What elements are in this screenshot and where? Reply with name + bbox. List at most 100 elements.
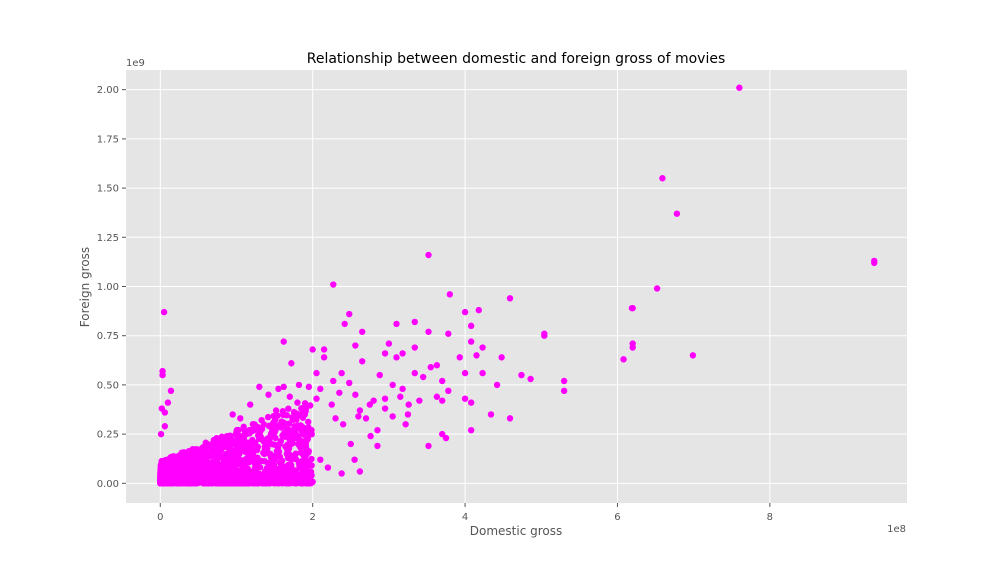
x-axis-label: Domestic gross [470,524,563,538]
y-tick-label: 2.00 [97,85,119,96]
data-point [242,465,249,472]
data-point [178,469,186,477]
data-point [277,437,285,445]
data-point [283,480,290,487]
data-point [305,383,313,391]
data-point [479,369,486,377]
data-point [301,403,309,410]
data-point [376,371,383,379]
data-point [324,464,332,471]
data-point [279,432,286,439]
data-point [405,401,412,408]
data-point [202,459,209,466]
y-tick-label: 0.25 [97,430,119,441]
data-point [213,460,221,467]
data-point [445,387,452,395]
data-point [328,401,335,408]
x-axis-offset-label: 1e8 [887,524,906,535]
data-point [339,421,347,428]
data-point [207,453,215,460]
data-point [217,474,224,481]
data-point [338,369,345,377]
data-point [518,371,525,379]
data-point [308,455,315,463]
data-point [271,452,278,460]
data-point [341,320,348,328]
x-tick-label: 8 [767,512,773,523]
data-point [164,472,171,479]
x-tick-label: 6 [614,512,620,523]
data-point [277,424,285,431]
data-point [320,354,328,361]
data-point [235,426,242,434]
data-point [280,383,287,391]
data-point [467,322,475,330]
data-point [446,291,454,298]
data-point [439,430,446,438]
data-point [276,473,283,481]
data-point [196,478,203,486]
data-point [305,418,312,426]
data-point [332,415,339,422]
data-point [275,448,283,455]
data-point [356,468,364,475]
data-point [313,395,320,402]
data-point [397,393,404,400]
data-point [219,437,226,445]
data-point [628,304,636,312]
data-point [283,411,290,419]
data-point [296,464,304,471]
data-point [159,371,166,379]
data-point [161,409,169,416]
data-point [272,407,280,414]
data-point [238,446,246,454]
data-point [298,480,305,487]
data-point [212,444,219,452]
data-point [433,393,441,400]
data-point [389,413,396,420]
data-point [234,431,242,439]
data-point [291,424,299,431]
data-point [467,338,475,345]
data-point [228,480,236,487]
data-point [871,259,878,267]
data-point [288,360,295,367]
data-point [272,434,279,442]
data-point [158,460,166,467]
data-point [292,455,300,463]
data-point [330,377,337,385]
data-point [249,474,257,481]
data-point [251,421,258,428]
data-point [346,379,353,387]
data-point [393,320,400,328]
data-point [425,442,432,450]
data-point [292,430,299,437]
data-point [399,385,406,393]
data-point [227,448,234,456]
data-point [374,442,381,450]
y-axis-label: Foreign gross [78,247,92,327]
data-point [275,385,282,393]
data-point [629,344,636,351]
data-point [202,444,210,451]
data-point [256,383,263,391]
data-point [233,448,241,455]
data-point [461,395,469,402]
data-point [317,456,324,463]
data-point [411,344,418,351]
data-point [288,440,295,448]
data-point [427,363,434,371]
data-point [404,411,412,418]
data-point [299,409,307,416]
data-point [653,285,661,292]
data-point [461,369,469,377]
x-tick-label: 4 [462,512,468,523]
data-point [381,395,389,402]
data-point [157,430,165,438]
data-point [261,458,268,465]
data-point [456,354,463,361]
data-point [266,472,274,479]
data-point [309,346,316,353]
data-point [214,469,222,476]
data-point [303,464,310,472]
